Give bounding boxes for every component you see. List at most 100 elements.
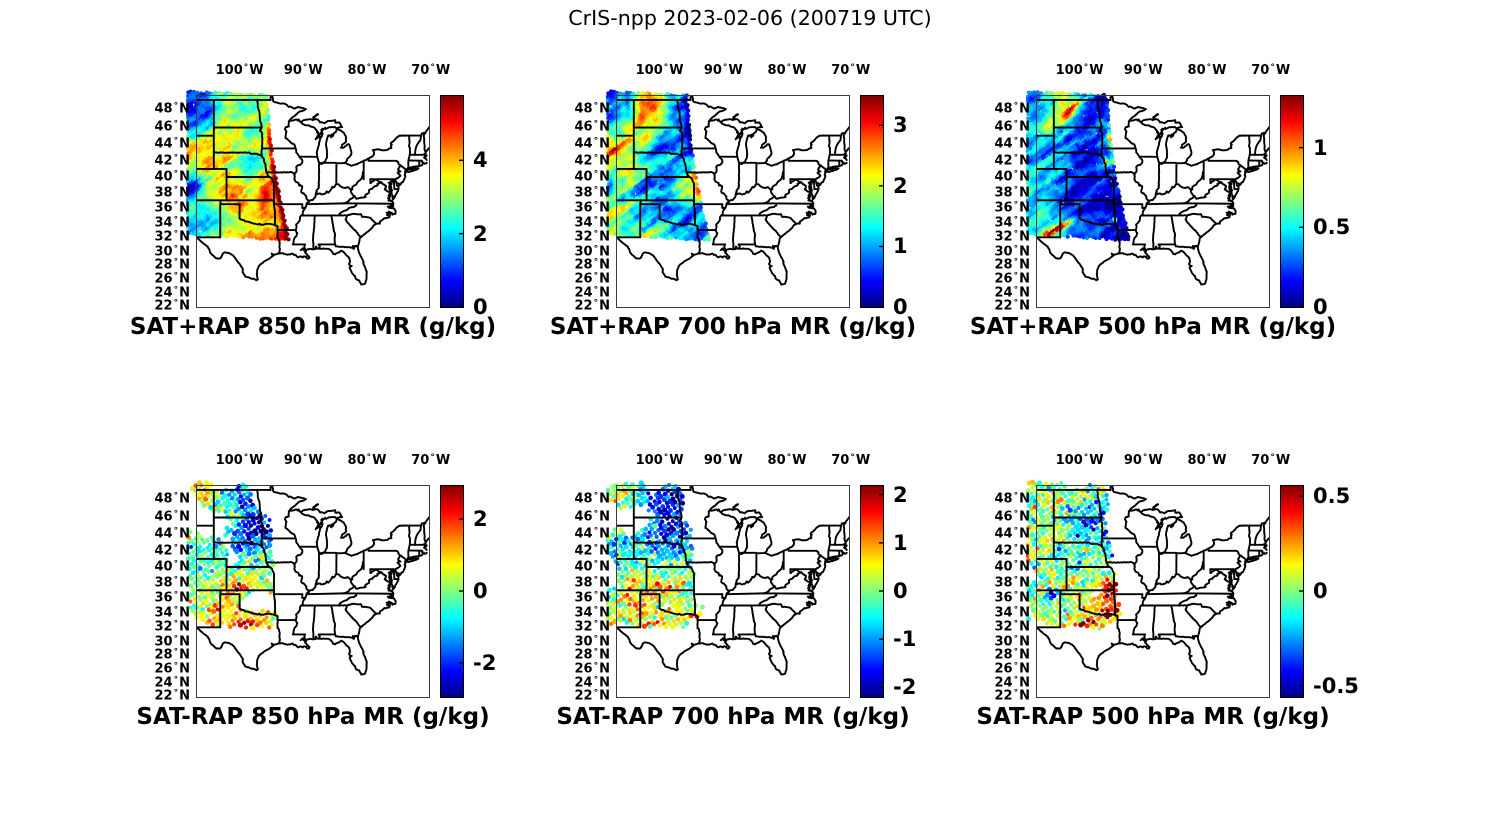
lat-tick-value: 38	[154, 575, 173, 591]
lon-tick-label: 80°W	[1188, 453, 1227, 468]
lat-tick-value: 22	[574, 298, 593, 314]
degree-symbol: °	[593, 185, 599, 196]
lon-direction: W	[249, 453, 264, 468]
lat-tick-label: 24°N	[155, 285, 190, 300]
lat-tick-label: 46°N	[575, 119, 610, 134]
lat-tick-label: 26°N	[995, 272, 1030, 287]
lat-tick-label: 36°N	[995, 590, 1030, 605]
lat-direction: N	[599, 215, 610, 231]
panel-sat-minus-rap-500: SAT-RAP 500 hPa MR (g/kg) 100°W 90°W 80°W 70…	[976, 453, 1359, 730]
lat-direction: N	[1019, 605, 1030, 621]
lat-direction: N	[179, 634, 190, 650]
degree-symbol: °	[173, 661, 179, 672]
degree-symbol: °	[1083, 63, 1089, 73]
colorbar-4	[860, 485, 884, 698]
lat-tick-label: 22°N	[575, 688, 610, 703]
lat-direction: N	[599, 491, 610, 507]
lat-direction: N	[599, 605, 610, 621]
lat-tick-label: 26°N	[575, 272, 610, 287]
lon-tick-label: 100°W	[216, 63, 264, 78]
colorbar-tick-label: -1	[893, 627, 917, 652]
lat-tick-value: 38	[994, 185, 1013, 201]
degree-symbol: °	[1013, 285, 1019, 296]
lat-tick-value: 34	[574, 215, 593, 231]
degree-symbol: °	[173, 285, 179, 296]
degree-symbol: °	[1083, 453, 1089, 463]
lon-tick-value: 70	[411, 63, 430, 78]
degree-symbol: °	[1013, 185, 1019, 196]
colorbar-1	[860, 95, 884, 308]
panel-title-2: SAT+RAP 500 hPa MR (g/kg)	[969, 314, 1337, 340]
degree-symbol: °	[1013, 119, 1019, 130]
lat-tick-label: 36°N	[575, 590, 610, 605]
degree-symbol: °	[173, 169, 179, 180]
colorbar-tick-label: 0.5	[1313, 215, 1351, 240]
panel-sat-plus-rap-850: SAT+RAP 850 hPa MR (g/kg) 100°W 90°W 80°W 70…	[130, 63, 496, 340]
lat-direction: N	[599, 271, 610, 287]
lat-tick-value: 46	[574, 509, 593, 525]
lon-tick-label: 70°W	[1251, 63, 1290, 78]
lat-tick-label: 30°N	[155, 634, 190, 649]
degree-symbol: °	[173, 509, 179, 520]
lon-tick-value: 90	[283, 453, 302, 468]
lat-direction: N	[1019, 153, 1030, 169]
lat-tick-label: 48°N	[155, 492, 190, 507]
lat-tick-label: 36°N	[575, 200, 610, 215]
lat-direction: N	[1019, 215, 1030, 231]
lon-tick-value: 70	[1251, 63, 1270, 78]
lon-tick-value: 100	[215, 453, 243, 468]
lat-tick-label: 32°N	[575, 230, 610, 245]
lat-tick-value: 38	[994, 575, 1013, 591]
lat-direction: N	[599, 543, 610, 559]
lat-direction: N	[1019, 491, 1030, 507]
lon-direction: W	[308, 453, 323, 468]
panel-title-5: SAT-RAP 500 hPa MR (g/kg)	[976, 704, 1330, 730]
lat-tick-value: 24	[154, 675, 173, 691]
panel-title-1: SAT+RAP 700 hPa MR (g/kg)	[549, 314, 917, 340]
lat-tick-value: 46	[154, 509, 173, 525]
degree-symbol: °	[1013, 215, 1019, 226]
lat-direction: N	[179, 257, 190, 273]
colorbar-tick-label: 2	[893, 482, 908, 507]
lat-tick-label: 30°N	[575, 634, 610, 649]
degree-symbol: °	[1142, 453, 1148, 463]
lon-tick-label: 100°W	[1056, 453, 1104, 468]
lon-direction: W	[435, 63, 451, 78]
lon-tick-label: 80°W	[348, 453, 387, 468]
degree-symbol: °	[1013, 491, 1019, 502]
degree-symbol: °	[1013, 229, 1019, 240]
lat-tick-label: 28°N	[155, 648, 190, 663]
lat-direction: N	[1019, 559, 1030, 575]
lon-tick-value: 100	[215, 63, 243, 78]
colorbar-tick-label: 0.5	[1313, 484, 1351, 509]
lat-tick-label: 34°N	[575, 215, 610, 230]
colorbar-tick-label: 0	[473, 579, 488, 603]
lat-tick-value: 42	[574, 543, 593, 559]
lon-tick-label: 70°W	[831, 63, 870, 78]
colorbar-5	[1280, 485, 1304, 698]
lat-direction: N	[179, 101, 190, 117]
lon-tick-value: 100	[1055, 63, 1083, 78]
lat-tick-value: 48	[154, 101, 173, 117]
degree-symbol: °	[1013, 619, 1019, 630]
lat-tick-label: 32°N	[995, 230, 1030, 245]
lat-tick-label: 30°N	[155, 244, 190, 259]
lon-tick-label: 80°W	[1188, 63, 1227, 78]
lat-tick-value: 30	[994, 634, 1013, 650]
lat-tick-label: 24°N	[575, 675, 610, 690]
degree-symbol: °	[1270, 453, 1275, 463]
colorbar-gradient-3	[440, 485, 464, 698]
colorbar-tick-label: 1	[1313, 135, 1328, 160]
degree-symbol: °	[366, 63, 372, 73]
lat-tick-value: 32	[574, 229, 593, 245]
lon-direction: W	[1148, 453, 1163, 468]
colorbar-tick-label: -0.5	[1313, 673, 1359, 698]
lat-tick-label: 36°N	[995, 200, 1030, 215]
lat-tick-label: 36°N	[155, 200, 190, 215]
lat-direction: N	[1019, 575, 1030, 591]
lat-tick-value: 24	[574, 285, 593, 301]
lon-direction: W	[1089, 63, 1104, 78]
lon-tick-label: 90°W	[704, 453, 743, 468]
lat-tick-label: 42°N	[575, 543, 610, 558]
